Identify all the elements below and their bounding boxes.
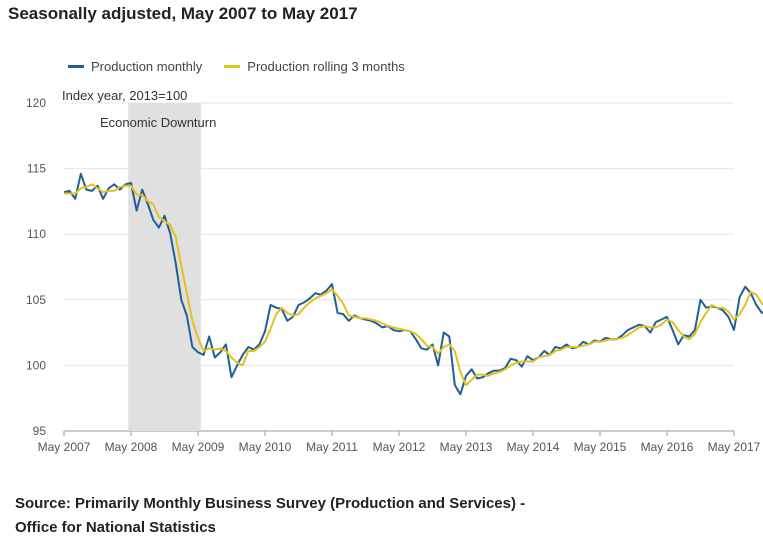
source-line-1: Source: Primarily Monthly Business Surve… bbox=[15, 495, 526, 512]
legend-swatch-monthly bbox=[68, 65, 84, 68]
x-tick-label: May 2014 bbox=[507, 440, 560, 454]
legend-swatch-rolling bbox=[224, 65, 241, 68]
x-tick-label: May 2008 bbox=[105, 440, 158, 454]
x-tick-label: May 2009 bbox=[172, 440, 225, 454]
x-tick-label: May 2016 bbox=[641, 440, 694, 454]
x-tick-label: May 2007 bbox=[38, 440, 91, 454]
y-axis-label: Index year, 2013=100 bbox=[62, 88, 187, 103]
y-tick-label: 110 bbox=[27, 227, 46, 241]
x-tick-label: May 2017 bbox=[708, 440, 761, 454]
y-tick-label: 120 bbox=[26, 96, 46, 110]
y-tick-label: 105 bbox=[26, 293, 46, 307]
x-tick-label: May 2012 bbox=[373, 440, 426, 454]
x-tick-label: May 2010 bbox=[239, 440, 292, 454]
y-tick-label: 100 bbox=[26, 358, 46, 372]
y-axis: 95 100 105 110 115 120 bbox=[26, 96, 46, 438]
x-tick-label: May 2013 bbox=[440, 440, 493, 454]
chart-title: Seasonally adjusted, May 2007 to May 201… bbox=[8, 4, 358, 23]
legend-item-monthly: Production monthly bbox=[68, 59, 202, 74]
source-line-2: Office for National Statistics bbox=[15, 519, 216, 536]
legend: Production monthly Production rolling 3 … bbox=[68, 59, 427, 74]
y-tick-label: 115 bbox=[27, 162, 46, 176]
legend-label-rolling: Production rolling 3 months bbox=[247, 59, 405, 74]
downturn-shading bbox=[128, 103, 201, 431]
series-line-rolling bbox=[64, 183, 763, 387]
source-note: Source: Primarily Monthly Business Surve… bbox=[15, 492, 525, 540]
x-axis: May 2007 May 2008 May 2009 May 2010 May 2011… bbox=[38, 431, 761, 454]
downturn-label: Economic Downturn bbox=[100, 115, 216, 130]
y-tick-label: 95 bbox=[33, 424, 47, 438]
series-line-monthly bbox=[63, 172, 763, 396]
legend-item-rolling: Production rolling 3 months bbox=[224, 59, 405, 74]
legend-label-monthly: Production monthly bbox=[91, 59, 203, 74]
series-lines bbox=[63, 172, 763, 396]
x-tick-label: May 2011 bbox=[306, 440, 358, 454]
x-tick-label: May 2015 bbox=[574, 440, 627, 454]
